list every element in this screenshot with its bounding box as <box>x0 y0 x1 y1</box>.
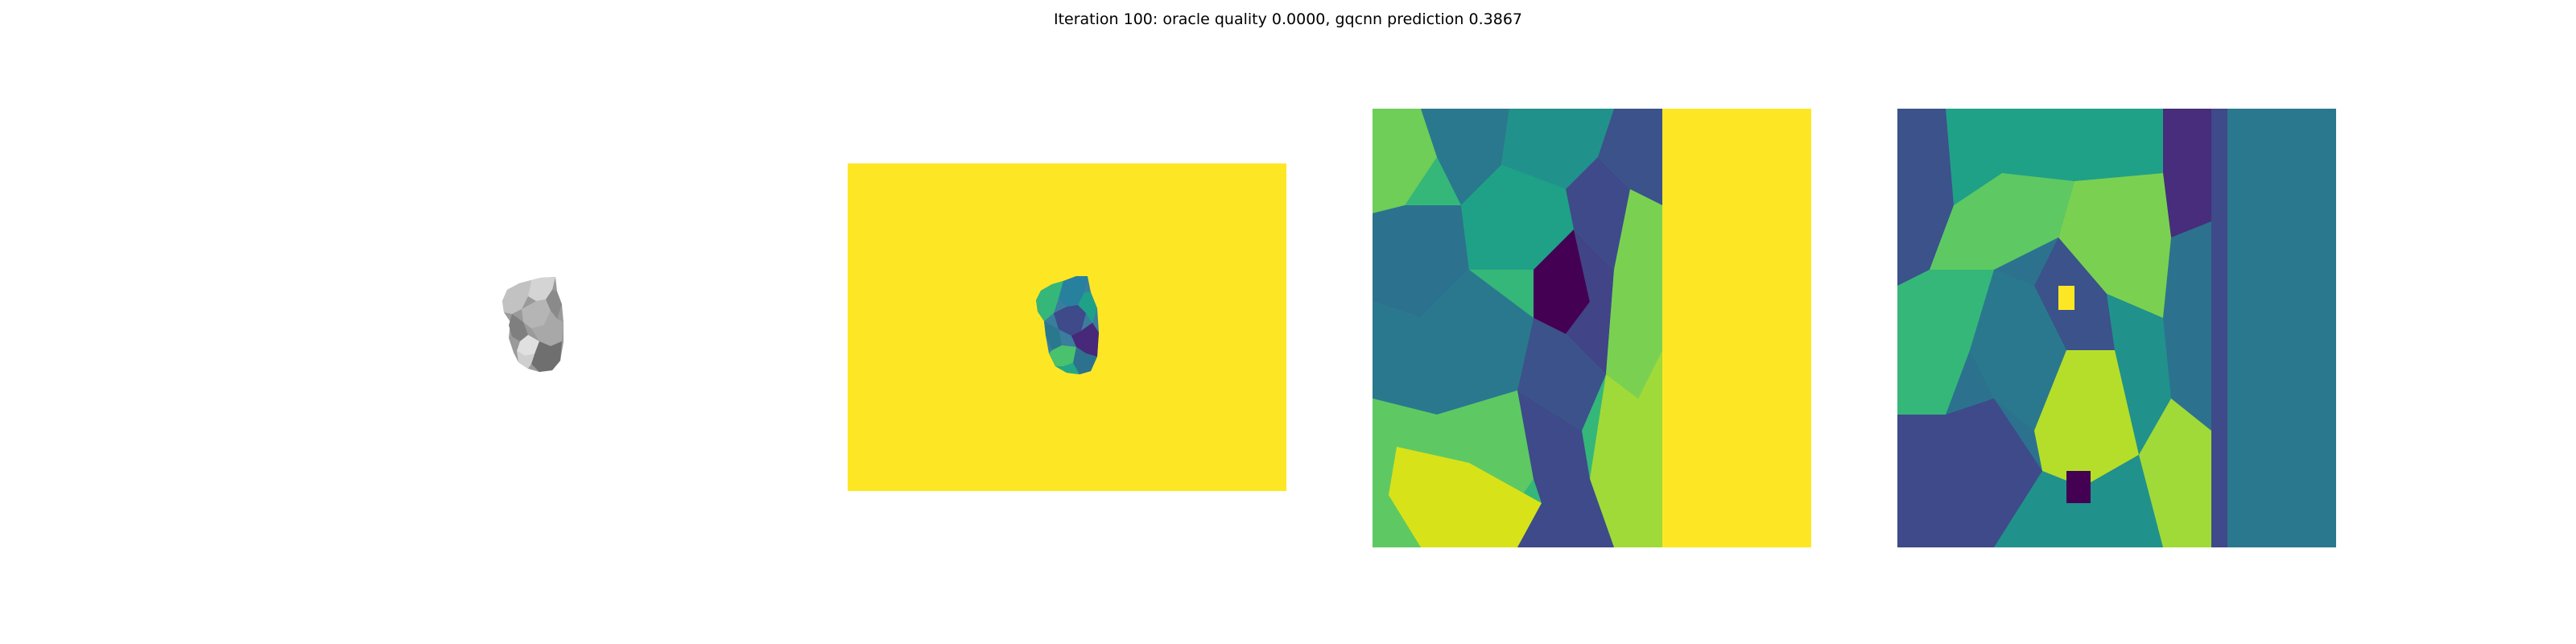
crop-regions <box>1373 109 1811 547</box>
crop2-regions <box>1897 109 2336 547</box>
depth-crop-image <box>1373 109 1811 547</box>
depth-object <box>1036 276 1099 374</box>
object-shape <box>502 277 564 372</box>
depth-crop-2-image <box>1897 109 2336 547</box>
rendered-object-image <box>502 277 564 372</box>
figure-title: Iteration 100: oracle quality 0.0000, gq… <box>1053 10 1522 28</box>
depth-image <box>848 163 1286 491</box>
